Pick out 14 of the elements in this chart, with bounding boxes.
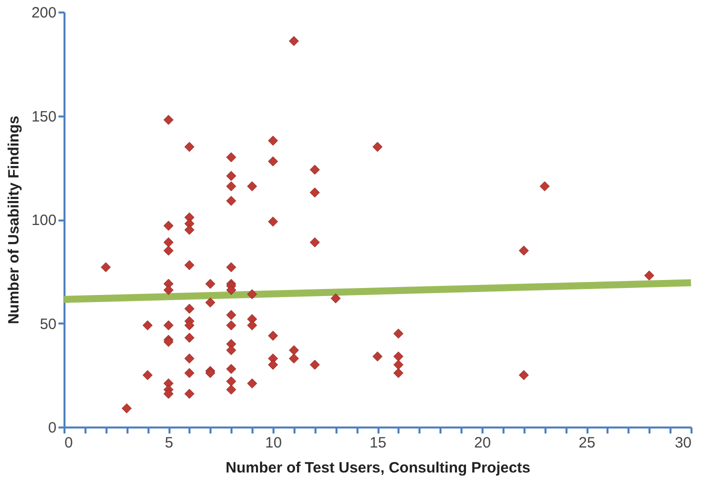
y-tick-label: 150 xyxy=(31,108,56,126)
x-tick-label: 10 xyxy=(265,434,282,452)
y-axis-title: Number of Usability Findings xyxy=(5,116,22,324)
x-tick-label: 5 xyxy=(164,434,174,452)
y-tick-label: 100 xyxy=(31,212,56,229)
x-tick-label: 30 xyxy=(674,434,692,452)
x-tick-label: 15 xyxy=(370,434,386,452)
y-tick-label: 200 xyxy=(31,4,56,22)
y-tick-label: 0 xyxy=(48,420,56,436)
x-tick-label: 25 xyxy=(578,434,596,452)
y-tick-label: 50 xyxy=(40,316,56,333)
x-axis-title: Number of Test Users, Consulting Projects xyxy=(226,460,530,476)
x-tick-label: 20 xyxy=(474,434,491,452)
x-tick-label: 0 xyxy=(64,434,73,452)
